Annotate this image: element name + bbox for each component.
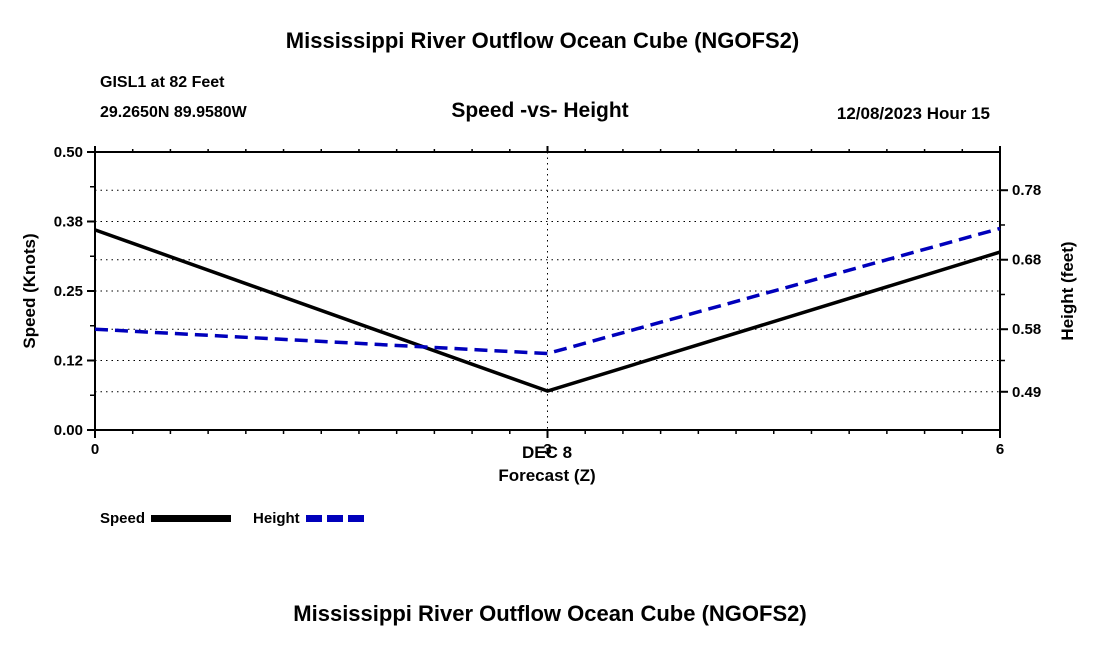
speed-series-line <box>94 228 1001 393</box>
left-tick-label: 0.50 <box>54 144 83 161</box>
x-tick-label: 6 <box>996 441 1004 458</box>
chart-top-title: Mississippi River Outflow Ocean Cube (NG… <box>285 28 800 53</box>
station-name-label: GISL1 at 82 Feet <box>100 74 225 91</box>
chart-subtitle: Speed -vs- Height <box>451 99 629 122</box>
right-tick-label: 0.49 <box>1012 384 1041 401</box>
right-axis-title: Height (feet) <box>1058 241 1077 341</box>
chart-bottom-title: Mississippi River Outflow Ocean Cube (NG… <box>293 601 807 626</box>
right-tick-label: 0.58 <box>1012 321 1041 338</box>
left-tick-label: 0.00 <box>54 422 83 439</box>
x-tick-label: 0 <box>91 441 99 458</box>
height-series-line <box>94 226 1001 356</box>
legend-label-height: Height <box>253 510 300 527</box>
legend-swatch-height <box>305 515 364 522</box>
forecast-datetime-label: 12/08/2023 Hour 15 <box>836 104 990 123</box>
left-axis-title: Speed (Knots) <box>20 233 39 349</box>
left-tick-label: 0.38 <box>54 214 83 231</box>
x-axis-date-label: DEC 8 <box>521 443 573 462</box>
station-coordinates-label: 29.2650N 89.9580W <box>100 104 247 121</box>
legend-label-speed: Speed <box>100 510 146 527</box>
x-tick-label: 3 <box>543 441 551 458</box>
left-tick-label: 0.25 <box>54 283 83 300</box>
right-tick-label: 0.68 <box>1012 252 1041 269</box>
left-tick-label: 0.12 <box>54 353 83 370</box>
legend-swatch-speed <box>151 515 232 522</box>
right-tick-label: 0.78 <box>1012 182 1041 199</box>
x-axis-title: Forecast (Z) <box>498 466 596 485</box>
legend: Speed Height <box>100 510 364 527</box>
